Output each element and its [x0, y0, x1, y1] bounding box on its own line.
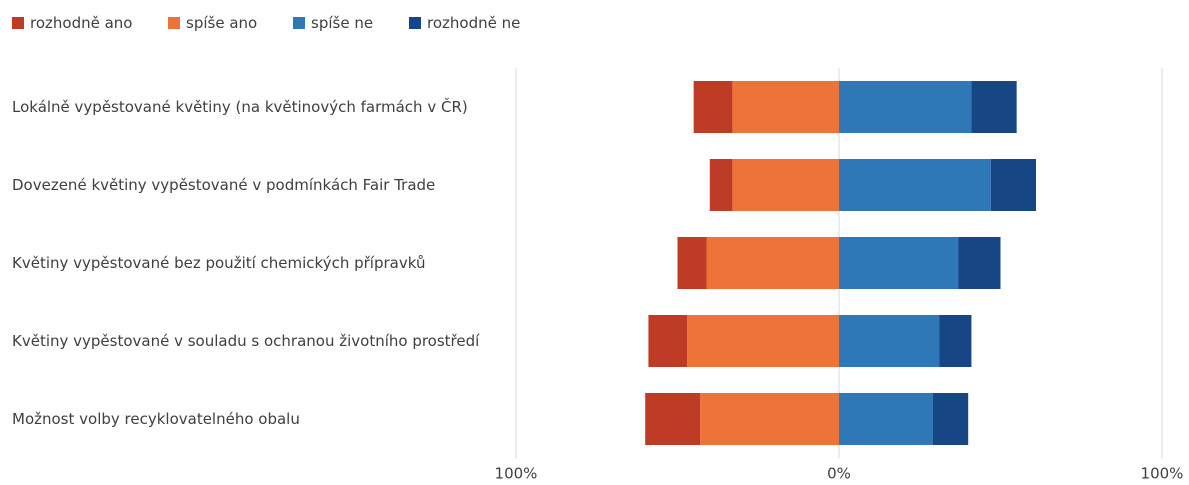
bar-segment	[693, 81, 733, 133]
x-tick-label: 100%	[495, 465, 538, 483]
category-label: Dovezené květiny vypěstované v podmínkác…	[12, 176, 436, 194]
bar-segment	[958, 237, 1001, 289]
x-tick-label: 0%	[827, 465, 851, 483]
bar-segment	[939, 315, 972, 367]
legend-item: spíše ne	[293, 14, 373, 32]
legend-swatch	[168, 17, 180, 29]
legend-label: spíše ne	[311, 14, 374, 32]
bar-segment	[732, 81, 839, 133]
category-label: Květiny vypěstované bez použití chemický…	[12, 254, 426, 272]
category-label: Lokálně vypěstované květiny (na květinov…	[12, 98, 468, 116]
legend-item: spíše ano	[168, 14, 257, 32]
legend-label: rozhodně ne	[427, 14, 521, 32]
bar-segment	[700, 393, 839, 445]
x-tick-label: 100%	[1141, 465, 1184, 483]
bar-segment	[839, 393, 933, 445]
legend-label: spíše ano	[186, 14, 258, 32]
bar-segment	[645, 393, 701, 445]
bar-segment	[706, 237, 839, 289]
bar-segment	[687, 315, 839, 367]
legend-label: rozhodně ano	[30, 14, 133, 32]
legend-swatch	[12, 17, 24, 29]
bar-segment	[839, 237, 959, 289]
category-label: Možnost volby recyklovatelného obalu	[12, 410, 300, 428]
bar-segment	[839, 159, 991, 211]
legend-swatch	[293, 17, 305, 29]
bar-segment	[709, 159, 733, 211]
legend-swatch	[409, 17, 421, 29]
bar-segment	[932, 393, 969, 445]
bar-segment	[677, 237, 707, 289]
bar-segment	[648, 315, 688, 367]
bar-segment	[839, 315, 940, 367]
bar-segment	[839, 81, 972, 133]
bar-segment	[990, 159, 1037, 211]
category-label: Květiny vypěstované v souladu s ochranou…	[12, 332, 480, 350]
bar-segment	[971, 81, 1017, 133]
legend-item: rozhodně ano	[12, 14, 132, 32]
bar-segment	[732, 159, 839, 211]
legend-item: rozhodně ne	[409, 14, 520, 32]
